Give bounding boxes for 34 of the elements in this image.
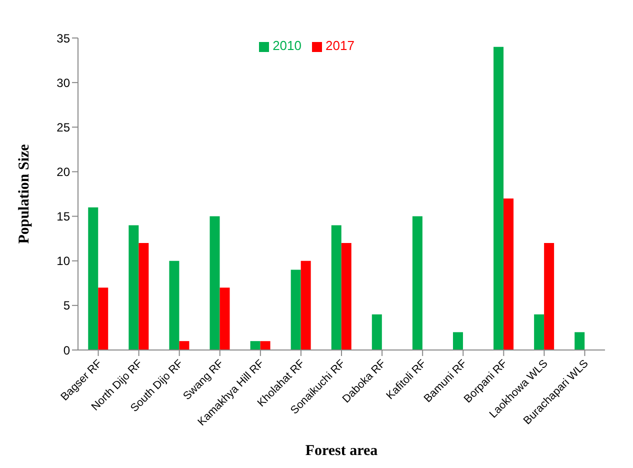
bar bbox=[260, 341, 270, 350]
y-tick-label: 15 bbox=[56, 210, 70, 224]
bar bbox=[220, 288, 230, 350]
bar bbox=[452, 332, 463, 350]
bar bbox=[494, 46, 504, 350]
bar bbox=[331, 225, 342, 350]
bar bbox=[98, 288, 108, 350]
y-tick-label: 35 bbox=[56, 31, 70, 46]
y-tick-label: 0 bbox=[63, 343, 70, 358]
bar bbox=[412, 216, 422, 350]
bar bbox=[179, 341, 190, 350]
y-tick-label: 20 bbox=[56, 164, 70, 179]
bar bbox=[169, 260, 180, 350]
bar bbox=[128, 225, 139, 350]
bar bbox=[210, 216, 220, 350]
y-tick-label: 10 bbox=[56, 254, 70, 268]
bar bbox=[341, 243, 352, 350]
bar bbox=[138, 243, 149, 350]
legend-label: 2017 bbox=[326, 38, 354, 53]
bar bbox=[504, 198, 514, 350]
y-tick-label: 30 bbox=[56, 76, 70, 90]
bar bbox=[250, 341, 260, 350]
y-tick-label: 25 bbox=[56, 120, 70, 134]
bar bbox=[534, 314, 544, 350]
bar bbox=[574, 332, 585, 350]
bar bbox=[290, 270, 301, 350]
y-axis-title: Population Size bbox=[16, 144, 32, 244]
bar bbox=[88, 207, 98, 350]
y-tick-label: 5 bbox=[63, 298, 70, 313]
bar bbox=[372, 314, 382, 350]
bar bbox=[300, 260, 311, 350]
x-axis-title: Forest area bbox=[305, 443, 378, 459]
legend-label: 2010 bbox=[272, 38, 302, 53]
bar bbox=[544, 243, 554, 350]
